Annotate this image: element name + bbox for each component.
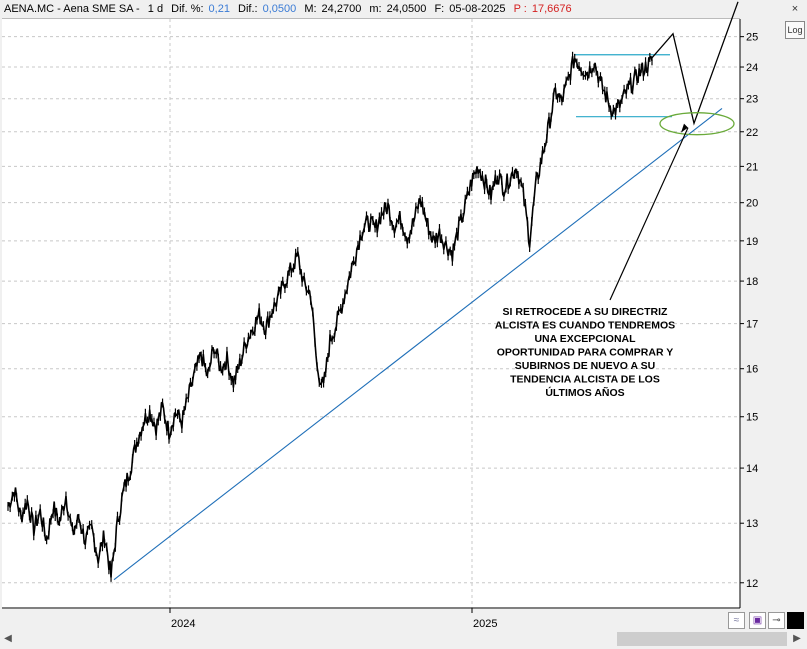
date-label: F: bbox=[434, 3, 445, 15]
scrollbar-thumb[interactable] bbox=[617, 632, 787, 646]
max-label: M: bbox=[304, 3, 317, 15]
x-tick-label: 2024 bbox=[171, 618, 195, 630]
scroll-right-arrow-icon[interactable]: ▶ bbox=[793, 633, 801, 644]
projection-path bbox=[651, 1, 739, 126]
diff-label: Dif.: bbox=[238, 3, 258, 15]
scroll-left-arrow-icon[interactable]: ◀ bbox=[4, 633, 12, 644]
annotation-line: SI RETROCEDE A SU DIRECTRIZ bbox=[503, 306, 668, 318]
interval-label: 1 d bbox=[147, 3, 164, 15]
log-scale-button[interactable]: Log bbox=[785, 21, 805, 39]
y-tick-label: 13 bbox=[746, 518, 758, 530]
y-tick-label: 15 bbox=[746, 412, 758, 424]
y-tick-label: 19 bbox=[746, 236, 758, 248]
diff-pct-value: 0,21 bbox=[208, 3, 230, 15]
color-swatch[interactable] bbox=[787, 612, 804, 629]
callout-arrow bbox=[609, 127, 689, 301]
annotation-line: ALCISTA ES CUANDO TENDREMOS bbox=[495, 320, 675, 332]
pin-icon[interactable]: ⊸ bbox=[768, 612, 785, 629]
y-tick-label: 21 bbox=[746, 161, 758, 173]
annotation-line: UNA EXCEPCIONAL bbox=[534, 333, 636, 345]
diff-pct-label: Dif. %: bbox=[171, 3, 204, 15]
annotation-line: OPORTUNIDAD PARA COMPRAR Y bbox=[497, 347, 674, 359]
y-tick-label: 24 bbox=[746, 62, 758, 74]
y-tick-label: 12 bbox=[746, 578, 758, 590]
y-tick-label: 16 bbox=[746, 364, 758, 376]
wave-icon[interactable]: ≈ bbox=[728, 612, 745, 629]
target-zone-ellipse bbox=[659, 112, 735, 136]
diff-value: 0,0500 bbox=[262, 3, 297, 15]
y-tick-label: 17 bbox=[746, 319, 758, 331]
close-icon[interactable]: × bbox=[791, 3, 799, 15]
price-label: P : bbox=[513, 3, 527, 15]
min-value: 24,0500 bbox=[386, 3, 427, 15]
y-tick-label: 18 bbox=[746, 276, 758, 288]
callout-arrowhead bbox=[681, 123, 688, 133]
y-tick-label: 22 bbox=[746, 127, 758, 139]
annotation-line: ÚLTIMOS AÑOS bbox=[545, 386, 624, 399]
date-value: 05-08-2025 bbox=[449, 3, 506, 15]
y-tick-label: 14 bbox=[746, 463, 758, 475]
y-tick-label: 25 bbox=[746, 32, 758, 44]
chart-header: AENA.MC - Aena SME SA - 1 d Dif. %: 0,21 … bbox=[4, 3, 577, 17]
price-value: 17,6676 bbox=[531, 3, 572, 15]
annotation-line: SUBIRNOS DE NUEVO A SU bbox=[515, 360, 655, 372]
min-label: m: bbox=[369, 3, 382, 15]
y-tick-label: 23 bbox=[746, 94, 758, 106]
save-icon[interactable]: ▣ bbox=[749, 612, 766, 629]
x-tick-label: 2025 bbox=[473, 618, 497, 630]
y-tick-label: 20 bbox=[746, 198, 758, 210]
annotation-line: TENDENCIA ALCISTA DE LOS bbox=[510, 374, 660, 386]
max-value: 24,2700 bbox=[321, 3, 362, 15]
symbol-title: AENA.MC - Aena SME SA - bbox=[4, 3, 140, 15]
horizontal-scrollbar[interactable] bbox=[0, 630, 807, 649]
trendline bbox=[113, 108, 723, 581]
